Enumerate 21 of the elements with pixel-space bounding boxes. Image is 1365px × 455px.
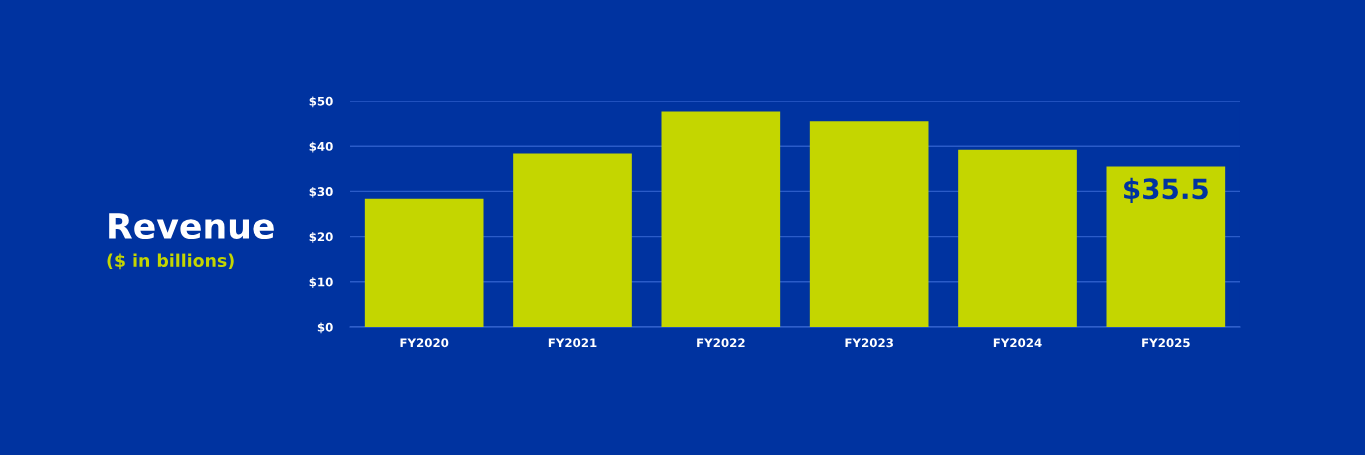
x-tick-label: FY2023 — [845, 338, 893, 348]
text: ($ in billions) — [107, 253, 234, 270]
bar — [364, 198, 484, 327]
y-tick-label: $0 — [317, 322, 333, 334]
y-tick-label: $20 — [309, 232, 333, 243]
x-tick-label: FY2025 — [1142, 338, 1190, 348]
y-tick-label: $30 — [309, 186, 333, 198]
bar — [1106, 166, 1226, 327]
y-tick-label: $40 — [309, 141, 333, 153]
y-tick-label: $10 — [309, 277, 333, 289]
x-tick-label: FY2020 — [400, 338, 449, 348]
bar — [513, 153, 632, 327]
y-tick-label: $50 — [309, 96, 333, 108]
bar — [958, 149, 1077, 327]
x-tick-label: FY2024 — [993, 338, 1042, 348]
data-label: $35.5 — [1124, 177, 1208, 203]
text: Revenue — [109, 213, 274, 240]
bar — [809, 121, 929, 327]
x-tick-label: FY2021 — [548, 338, 597, 348]
x-tick-label: FY2022 — [697, 338, 745, 348]
bar — [661, 111, 781, 327]
